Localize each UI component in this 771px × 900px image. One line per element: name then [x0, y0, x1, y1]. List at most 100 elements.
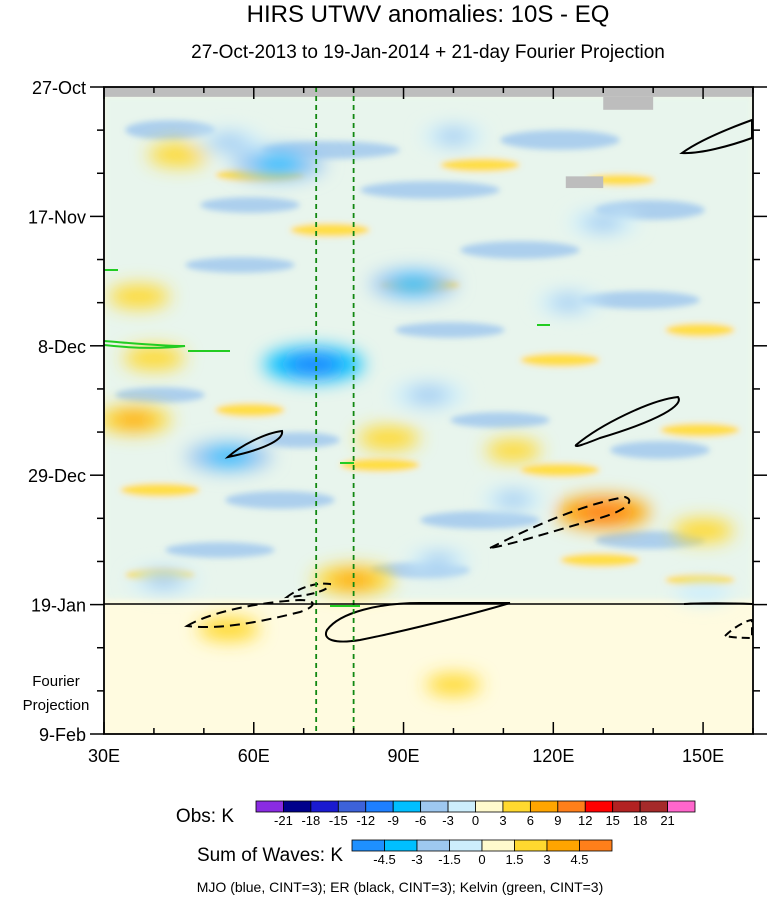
x-tick-label: 120E: [532, 746, 574, 766]
colorbar-tick-label: 4.5: [570, 852, 588, 867]
waves-colorbar: -4.5 -3 -1.5 0 1.5 3 4.5: [351, 839, 613, 867]
y-tick-label: 9-Feb: [39, 725, 86, 745]
anomaly-core: [286, 354, 342, 375]
anomaly-core: [408, 387, 449, 404]
colorbar-swatch: [392, 800, 422, 813]
colorbar-swatch: [475, 800, 504, 813]
missing-data: [104, 87, 753, 189]
colorbar-swatch: [557, 800, 586, 813]
legend-note: MJO (blue, CINT=3); ER (black, CINT=3); …: [197, 879, 604, 895]
anomaly-core: [331, 571, 376, 589]
colorbar-swatch: [579, 839, 613, 852]
er-contour: [574, 395, 680, 448]
x-tick-label: 150E: [682, 746, 724, 766]
anomaly-core: [551, 295, 586, 310]
chart-title: HIRS UTWV anomalies: 10S - EQ: [247, 1, 610, 28]
projection-label-line2: Projection: [23, 697, 90, 714]
colorbar-tick-label: 15: [605, 813, 619, 828]
colorbar-tick-label: 21: [660, 813, 674, 828]
projection-label-line1: Fourier: [32, 673, 80, 690]
anomaly-core: [436, 129, 471, 144]
anomaly-core: [496, 492, 531, 507]
x-tick-label: 60E: [238, 746, 270, 766]
colorbar-tick-label: -3: [442, 813, 454, 828]
er-contour: [722, 618, 753, 640]
anomaly-core: [686, 523, 721, 538]
anomaly-core: [498, 444, 529, 457]
colorbar-swatch: [546, 839, 580, 852]
colorbar-tick-label: -3: [411, 852, 423, 867]
colorbar-tick-label: -1.5: [438, 852, 460, 867]
colorbar-tick-label: 12: [578, 813, 592, 828]
anomaly-core: [371, 431, 406, 446]
colorbar-swatch: [420, 800, 449, 813]
colorbar-swatch: [584, 800, 614, 813]
anomaly-core: [122, 289, 156, 304]
anomaly-core: [687, 585, 719, 599]
colorbar-swatch: [667, 800, 696, 813]
colorbar-tick-label: -21: [274, 813, 293, 828]
er-contour: [283, 582, 332, 599]
y-tick-label: 19-Jan: [31, 596, 86, 616]
anomaly-blobs: [104, 124, 734, 696]
anomaly-core: [113, 411, 155, 428]
anomaly-core: [421, 554, 456, 569]
y-axis: 27-Oct 17-Nov 8-Dec 29-Dec 19-Jan 9-Feb: [28, 78, 767, 745]
chart-subtitle: 27-Oct-2013 to 19-Jan-2014 + 21-day Four…: [191, 42, 665, 63]
anomaly-core: [210, 134, 248, 150]
x-tick-label: 30E: [88, 746, 120, 766]
colorbar-tick-label: 1.5: [505, 852, 523, 867]
colorbar-swatch: [337, 800, 367, 813]
missing-data-patch: [565, 176, 604, 189]
colorbar-tick-label: 0: [478, 852, 485, 867]
colorbar-swatch: [639, 800, 668, 813]
colorbar-swatch: [310, 800, 339, 813]
anomaly-core: [577, 502, 629, 522]
y-tick-label: 17-Nov: [28, 207, 86, 227]
colorbar-tick-label: 3: [543, 852, 550, 867]
anomaly-core: [252, 154, 305, 174]
colorbar-tick-label: 18: [633, 813, 647, 828]
colorbar-tick-label: -9: [387, 813, 399, 828]
colorbar-tick-label: 0: [472, 813, 479, 828]
colorbar-tick-label: 6: [527, 813, 534, 828]
anomaly-core: [584, 215, 622, 231]
colorbar-swatch: [612, 800, 641, 813]
colorbar-swatch: [502, 800, 531, 813]
colorbar-swatch: [529, 800, 559, 813]
colorbar-swatch: [365, 800, 394, 813]
missing-data-patch: [104, 87, 753, 97]
y-tick-label: 8-Dec: [38, 337, 86, 357]
waves-colorbar-label: Sum of Waves: K: [197, 845, 343, 866]
anomaly-core: [161, 147, 196, 162]
colorbar-tick-label: -15: [329, 813, 348, 828]
colorbar-swatch: [481, 839, 515, 852]
plot-frame: [103, 86, 754, 735]
y-tick-label: 27-Oct: [32, 78, 86, 98]
colorbar-swatch: [449, 839, 483, 852]
obs-colorbar: -21 -18 -15 -12 -9 -6 -3 0 3 6 9 12 15 18 21: [255, 800, 696, 828]
anomaly-core: [211, 622, 246, 637]
x-tick-label: 90E: [388, 746, 420, 766]
colorbar-swatch: [283, 800, 312, 813]
colorbar-swatch: [447, 800, 476, 813]
y-tick-label: 29-Dec: [28, 466, 86, 486]
colorbar-swatch: [384, 839, 418, 852]
obs-colorbar-label: Obs: K: [176, 806, 234, 827]
anomaly-core: [389, 275, 438, 294]
er-contour: [489, 495, 631, 549]
colorbar-tick-label: -12: [356, 813, 375, 828]
er-contour: [679, 118, 753, 155]
anomaly-core: [145, 572, 183, 588]
kelvin-contour: [104, 340, 186, 349]
anomaly-texture: [104, 95, 753, 600]
x-axis: 30E 60E 90E 120E 150E: [88, 87, 754, 766]
colorbar-swatch: [255, 800, 284, 813]
colorbar-tick-label: 9: [554, 813, 561, 828]
anomaly-core: [438, 678, 469, 692]
missing-data-patch: [603, 96, 654, 110]
er-contour: [324, 602, 511, 643]
colorbar-tick-label: 3: [499, 813, 506, 828]
colorbar-swatch: [351, 839, 385, 852]
